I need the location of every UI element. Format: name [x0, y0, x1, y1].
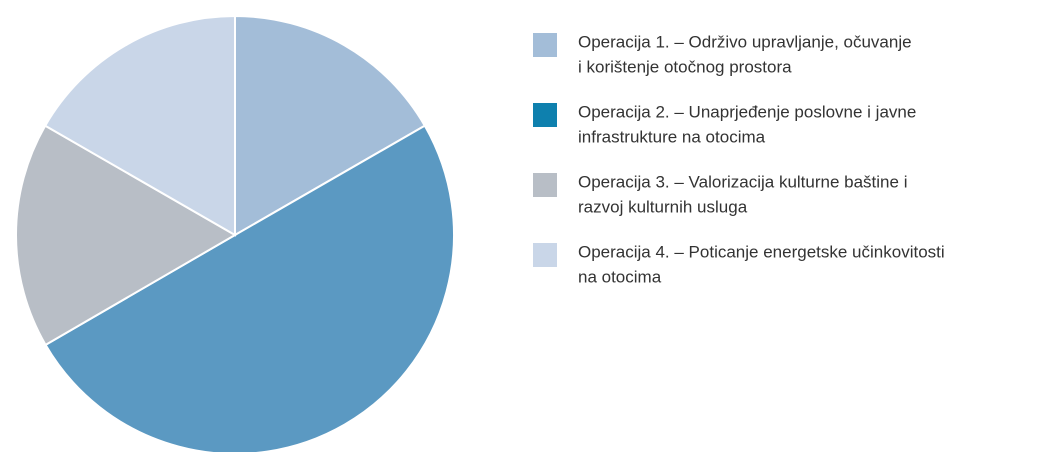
legend-label: na otocima [578, 267, 662, 286]
legend-label: infrastrukture na otocima [578, 127, 766, 146]
pie-slice [15, 124, 237, 347]
legend-swatch [533, 173, 557, 197]
legend-swatch [533, 103, 557, 127]
legend-label: Operacija 4. – Poticanje energetske učin… [578, 242, 945, 261]
pie-slice [43, 14, 236, 237]
legend-swatch [533, 243, 557, 267]
legend-label: Operacija 3. – Valorizacija kulturne baš… [578, 172, 907, 191]
legend-label: razvoj kulturnih usluga [578, 197, 748, 216]
legend-label: i korištenje otočnog prostora [578, 57, 792, 76]
pie-slice [234, 14, 427, 237]
legend-label: Operacija 2. – Unaprjeđenje poslovne i j… [578, 102, 916, 121]
legend-swatch [533, 33, 557, 57]
pie-slice [44, 124, 456, 452]
legend-label: Operacija 1. – Održivo upravljanje, očuv… [578, 32, 912, 51]
